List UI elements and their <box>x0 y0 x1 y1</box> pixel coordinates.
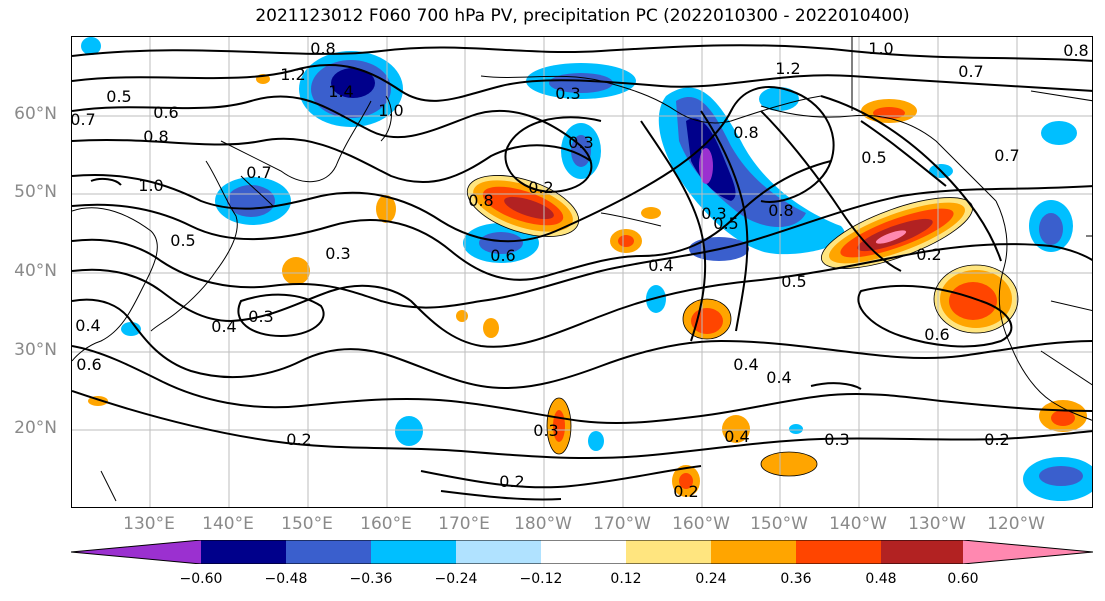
contour-label: 0.8 <box>1063 41 1088 60</box>
contour-labels: 0.8 1.2 0.5 0.7 0.6 0.8 1.0 1.4 1.0 0.7 … <box>72 39 1089 501</box>
contour-label: 0.2 <box>499 472 524 491</box>
colorbar-swatch <box>796 540 881 564</box>
colorbar-tick-label: −0.24 <box>434 571 478 587</box>
contour-label: 1.0 <box>138 176 163 195</box>
contour-label: 0.5 <box>781 272 806 291</box>
contour-label: 0.4 <box>724 427 749 446</box>
contour-label: 0.3 <box>533 421 558 440</box>
contour-label: 0.4 <box>75 316 100 335</box>
contour-label: 0.2 <box>673 482 698 501</box>
contour-label: 0.4 <box>211 317 236 336</box>
contour-label: 0.4 <box>648 256 673 275</box>
contour-label: 0.7 <box>72 110 96 129</box>
lon-label-140e: 140°E <box>202 514 254 534</box>
map-svg: 0.8 1.2 0.5 0.7 0.6 0.8 1.0 1.4 1.0 0.7 … <box>72 37 1092 507</box>
lon-label-150e: 150°E <box>281 514 333 534</box>
lon-label-130e: 130°E <box>123 514 175 534</box>
contour-label: 0.7 <box>994 146 1019 165</box>
colorbar-swatch <box>711 540 796 564</box>
colorbar-tick-label: −0.60 <box>179 571 223 587</box>
contour-label: 0.2 <box>286 430 311 449</box>
lon-label-140w: 140°W <box>829 514 887 534</box>
colorbar-svg <box>70 539 1094 565</box>
precip-outlines <box>466 175 1019 477</box>
graticule <box>72 37 1092 507</box>
colorbar-swatch <box>541 540 626 564</box>
precip-negative-shading <box>81 37 1092 501</box>
contour-label: 0.8 <box>143 127 168 146</box>
colorbar-swatch <box>71 540 201 564</box>
lon-label-130w: 130°W <box>908 514 966 534</box>
contour-label: 0.2 <box>916 245 941 264</box>
colorbar-tick-label: −0.36 <box>349 571 393 587</box>
contour-label: 0.8 <box>468 191 493 210</box>
coastlines <box>72 37 1092 502</box>
contour-label: 0.6 <box>924 325 949 344</box>
contour-label: 0.8 <box>768 201 793 220</box>
colorbar <box>70 539 1094 565</box>
colorbar-swatch <box>963 540 1093 564</box>
contour-label: 0.5 <box>713 214 738 233</box>
colorbar-tick-label: 0.12 <box>610 571 642 587</box>
colorbar-swatch <box>881 540 963 564</box>
contour-label: 0.2 <box>984 430 1009 449</box>
contour-label: 0.4 <box>733 355 758 374</box>
contour-label: 0.6 <box>153 103 178 122</box>
colorbar-tick-label: −0.12 <box>519 571 563 587</box>
lat-label-50n: 50°N <box>14 182 57 202</box>
colorbar-tick-label: −0.48 <box>264 571 308 587</box>
lon-label-160w: 160°W <box>672 514 730 534</box>
contour-label: 0.4 <box>766 368 791 387</box>
colorbar-swatch <box>456 540 541 564</box>
map-title: 2021123012 F060 700 hPa PV, precipitatio… <box>255 6 910 26</box>
contour-label: 1.2 <box>775 59 800 78</box>
lat-label-20n: 20°N <box>14 418 57 438</box>
lon-label-170w: 170°W <box>593 514 651 534</box>
pv-contours <box>72 44 1092 501</box>
lat-label-60n: 60°N <box>14 104 57 124</box>
contour-label: 0.8 <box>733 123 758 142</box>
lon-label-150w: 150°W <box>750 514 808 534</box>
contour-label: 0.3 <box>568 133 593 152</box>
contour-label: 1.0 <box>868 39 893 58</box>
contour-label: 0.6 <box>76 355 101 374</box>
lon-label-120w: 120°W <box>987 514 1045 534</box>
precip-positive-shading <box>88 74 1087 497</box>
contour-label: 1.0 <box>378 101 403 120</box>
contour-label: 0.7 <box>958 62 983 81</box>
contour-label: 1.4 <box>328 82 353 101</box>
contour-label: 0.3 <box>325 244 350 263</box>
lon-label-170e: 170°E <box>438 514 490 534</box>
colorbar-swatch <box>201 540 286 564</box>
lon-label-160e: 160°E <box>360 514 412 534</box>
contour-label: 0.8 <box>310 39 335 58</box>
contour-label: 0.5 <box>106 87 131 106</box>
colorbar-tick-label: 0.36 <box>780 571 812 587</box>
contour-label: 0.3 <box>824 430 849 449</box>
colorbar-tick-label: 0.24 <box>695 571 727 587</box>
contour-label: 0.7 <box>246 163 271 182</box>
colorbar-swatch <box>626 540 711 564</box>
lon-label-180w: 180°W <box>514 514 572 534</box>
colorbar-swatch <box>286 540 371 564</box>
lat-label-40n: 40°N <box>14 261 57 281</box>
lat-label-30n: 30°N <box>14 340 57 360</box>
contour-label: 0.3 <box>248 307 273 326</box>
colorbar-tick-label: 0.60 <box>947 571 979 587</box>
map-panel: 0.8 1.2 0.5 0.7 0.6 0.8 1.0 1.4 1.0 0.7 … <box>71 36 1093 508</box>
contour-label: 0.6 <box>490 246 515 265</box>
contour-label: 0.3 <box>701 204 726 223</box>
contour-label: 0.3 <box>555 84 580 103</box>
contour-label: 0.2 <box>528 178 553 197</box>
contour-label: 0.5 <box>861 148 886 167</box>
contour-label: 0.5 <box>170 231 195 250</box>
colorbar-tick-label: 0.48 <box>865 571 897 587</box>
colorbar-swatch <box>371 540 456 564</box>
contour-label: 1.2 <box>280 65 305 84</box>
